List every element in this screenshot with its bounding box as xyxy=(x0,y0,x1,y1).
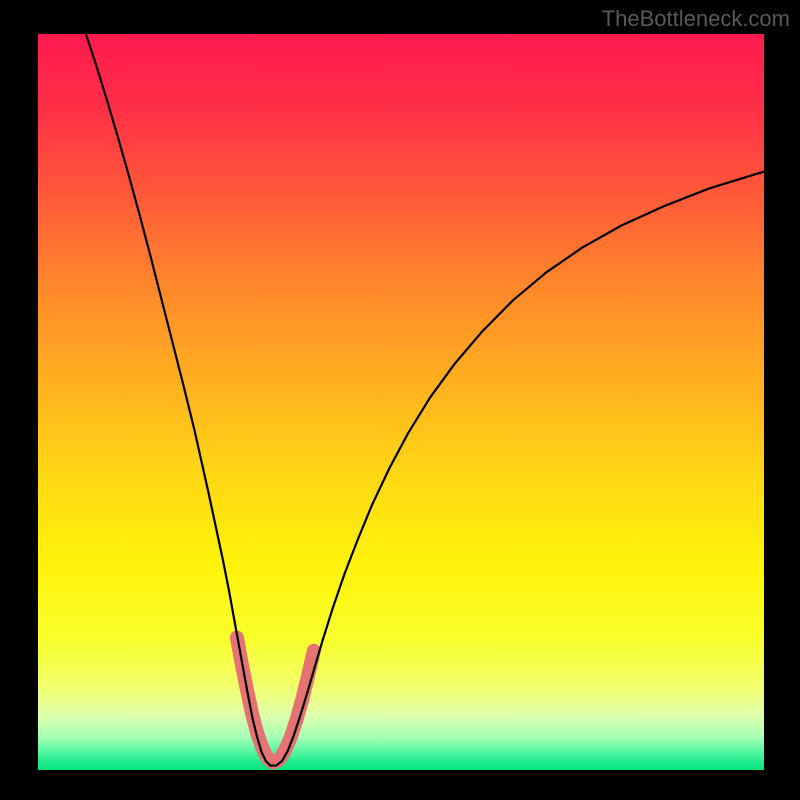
curve-layer xyxy=(38,34,764,770)
chart-root: TheBottleneck.com xyxy=(0,0,800,800)
watermark-text: TheBottleneck.com xyxy=(602,6,790,32)
plot-area xyxy=(38,34,764,770)
response-curve xyxy=(86,34,764,766)
